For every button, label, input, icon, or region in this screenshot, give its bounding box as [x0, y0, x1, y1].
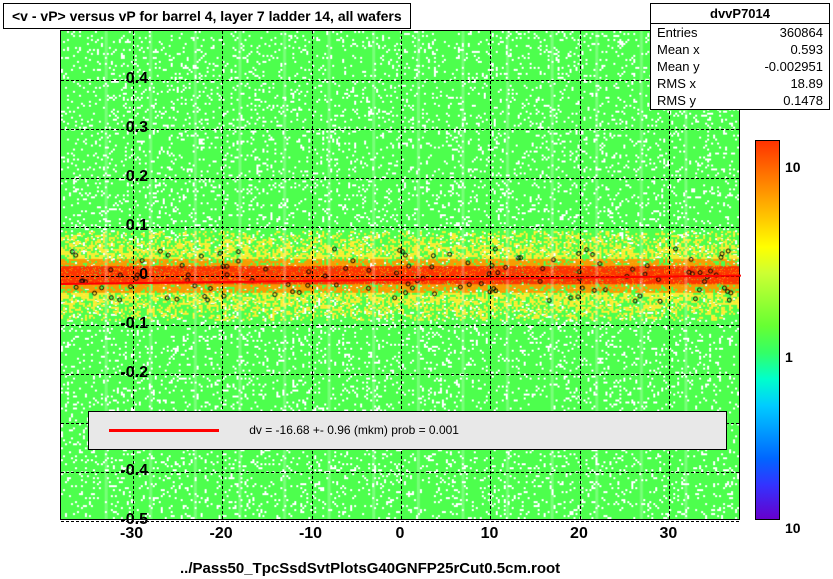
stats-value: 360864	[780, 25, 823, 40]
grid-h	[61, 227, 739, 228]
grid-h	[61, 325, 739, 326]
xtick-label: 30	[660, 525, 678, 543]
stats-value: -0.002951	[764, 59, 823, 74]
stats-label: Mean x	[657, 42, 700, 57]
stats-row: RMS y 0.1478	[651, 92, 829, 109]
colorbar-tick-label: 1	[785, 349, 793, 365]
plot-title-box: <v - vP> versus vP for barrel 4, layer 7…	[3, 3, 411, 29]
xtick-label: -10	[299, 525, 322, 543]
stats-box: dvvP7014 Entries 360864 Mean x 0.593 Mean y -…	[650, 3, 830, 110]
stats-value: 0.1478	[783, 93, 823, 108]
colorbar-tick-label: 10	[785, 520, 801, 536]
ytick-label: -0.4	[98, 462, 148, 480]
plot-area: dv = -16.68 +- 0.96 (mkm) prob = 0.001	[60, 30, 740, 520]
ytick-label: 0.4	[98, 70, 148, 88]
grid-h	[61, 178, 739, 179]
stats-rows: Entries360864Mean x0.593Mean y-0.002951R…	[651, 24, 829, 109]
ytick-label: -0.2	[98, 364, 148, 382]
legend-box: dv = -16.68 +- 0.96 (mkm) prob = 0.001	[88, 411, 727, 450]
ytick-label: 0.2	[98, 168, 148, 186]
xtick-label: -30	[120, 525, 143, 543]
xtick-label: 10	[481, 525, 499, 543]
xtick-label: 20	[570, 525, 588, 543]
legend-fit-line	[109, 429, 219, 432]
stats-name: dvvP7014	[651, 4, 829, 24]
legend-text: dv = -16.68 +- 0.96 (mkm) prob = 0.001	[249, 423, 459, 437]
stats-label: RMS y	[657, 93, 696, 108]
ytick-label: -0.1	[98, 315, 148, 333]
stats-label: Mean y	[657, 59, 700, 74]
ytick-label: 0.3	[98, 119, 148, 137]
colorbar-tick-label: 10	[785, 159, 801, 175]
stats-label: Entries	[657, 25, 697, 40]
plot-title: <v - vP> versus vP for barrel 4, layer 7…	[12, 8, 402, 24]
ytick-label: 0.1	[98, 217, 148, 235]
stats-row: Entries 360864	[651, 24, 829, 41]
grid-h	[61, 129, 739, 130]
stats-value: 0.593	[790, 42, 823, 57]
stats-row: Mean y -0.002951	[651, 58, 829, 75]
xtick-label: -20	[209, 525, 232, 543]
grid-h	[61, 472, 739, 473]
grid-h	[61, 80, 739, 81]
grid-h	[61, 374, 739, 375]
grid-h	[61, 521, 739, 522]
stats-value: 18.89	[790, 76, 823, 91]
colorbar	[755, 140, 780, 520]
stats-label: RMS x	[657, 76, 696, 91]
xtick-label: 0	[396, 525, 405, 543]
stats-row: RMS x 18.89	[651, 75, 829, 92]
stats-row: Mean x 0.593	[651, 41, 829, 58]
footer-path: ../Pass50_TpcSsdSvtPlotsG40GNFP25rCut0.5…	[180, 560, 560, 577]
